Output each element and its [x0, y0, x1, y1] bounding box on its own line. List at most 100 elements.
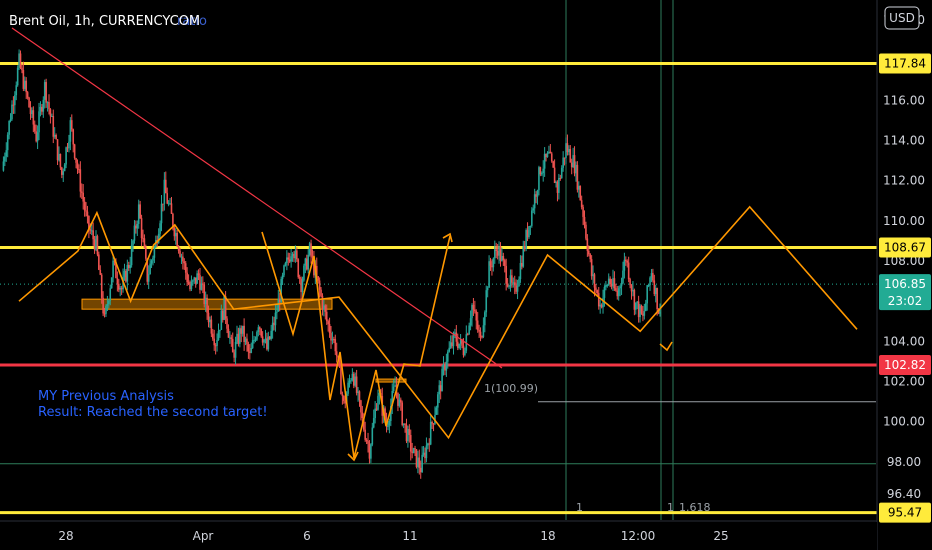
candle-body-208 — [298, 277, 301, 279]
candle-body-270 — [387, 425, 389, 427]
candle-body-9 — [15, 85, 18, 96]
trend-line[interactable] — [11, 27, 503, 369]
candle-body-189 — [271, 322, 274, 331]
candle-body-45 — [66, 147, 69, 149]
candle-body-382 — [546, 152, 549, 158]
candle-body-226 — [324, 305, 327, 312]
candle-body-97 — [140, 218, 143, 239]
candle-body-94 — [136, 223, 139, 229]
candle-body-150 — [216, 339, 218, 346]
price-tick-4: 110.00 — [883, 214, 925, 228]
candle-body-36 — [53, 134, 56, 137]
candle-body-445 — [636, 301, 639, 303]
time-tick-4: 18 — [540, 529, 555, 543]
candle-body-320 — [458, 343, 460, 348]
candle-body-287 — [411, 451, 413, 454]
candle-body-281 — [402, 423, 405, 426]
time-tick-3: 11 — [402, 529, 417, 543]
currency-button[interactable]: USD — [884, 6, 920, 30]
candle-body-324 — [464, 350, 466, 356]
candle-body-6 — [11, 104, 13, 120]
candle-body-252 — [361, 412, 364, 419]
candle-body-103 — [149, 263, 151, 275]
candle-body-247 — [354, 376, 357, 386]
candle-body-158 — [227, 328, 230, 338]
candle-body-79 — [115, 261, 117, 279]
candle-body-304 — [435, 407, 438, 415]
candle-body-181 — [260, 328, 263, 337]
candle-body-129 — [186, 272, 188, 283]
candle-body-33 — [49, 109, 52, 117]
candlestick-series[interactable] — [2, 49, 661, 479]
candle-body-73 — [106, 303, 109, 306]
candle-body-381 — [545, 153, 547, 158]
candle-body-290 — [415, 449, 418, 467]
candle-body-82 — [119, 287, 122, 290]
candle-body-398 — [569, 149, 572, 163]
candle-body-451 — [644, 303, 647, 312]
candle-body-57 — [83, 201, 86, 211]
time-tick-5: 12:00 — [621, 529, 656, 543]
price-axis[interactable]: 120.00116.00114.00112.00110.00108.00104.… — [883, 13, 925, 501]
candle-body-283 — [405, 424, 408, 442]
candle-body-353 — [505, 265, 507, 284]
candle-body-76 — [110, 277, 113, 289]
candle-body-153 — [220, 310, 223, 330]
candle-body-221 — [317, 276, 319, 281]
candle-body-393 — [562, 157, 564, 168]
candle-body-110 — [159, 223, 161, 234]
candle-body-229 — [328, 324, 331, 334]
candle-body-176 — [253, 339, 255, 341]
candle-body-161 — [231, 338, 234, 353]
candle-body-54 — [79, 169, 82, 192]
candle-body-15 — [23, 80, 26, 89]
wave-arrow-3 — [347, 451, 359, 462]
time-tick-0: 28 — [58, 529, 73, 543]
candle-body-102 — [147, 274, 150, 282]
candle-body-148 — [213, 338, 216, 346]
wave-arrow-2 — [659, 341, 673, 352]
candle-body-357 — [511, 275, 513, 283]
candle-body-66 — [96, 236, 99, 255]
price-tag-1: 108.67 — [884, 241, 926, 255]
candle-body-448 — [640, 305, 643, 314]
candle-body-422 — [603, 287, 606, 298]
candle-body-29 — [43, 82, 46, 100]
candle-body-336 — [481, 336, 483, 338]
candle-body-323 — [462, 345, 465, 356]
candle-body-294 — [421, 454, 423, 473]
candle-body-191 — [274, 312, 277, 326]
candle-body-419 — [599, 304, 601, 307]
candle-body-64 — [93, 239, 96, 250]
candle-body-340 — [486, 287, 489, 291]
candle-body-362 — [518, 279, 520, 287]
candle-body-186 — [267, 336, 270, 350]
candle-body-63 — [92, 230, 94, 240]
candle-body-49 — [72, 129, 75, 145]
candle-body-392 — [560, 167, 563, 179]
wave-projection[interactable] — [18, 205, 858, 462]
price-tag-3: 95.47 — [888, 506, 922, 520]
candle-body-220 — [315, 265, 318, 277]
candle-body-237 — [340, 366, 342, 395]
candle-body-431 — [616, 290, 619, 297]
current-price-tag: 106.85 — [884, 277, 926, 291]
candle-body-217 — [311, 256, 314, 258]
candle-body-280 — [401, 402, 404, 426]
candle-body-418 — [597, 293, 600, 307]
candle-body-240 — [344, 400, 347, 404]
candle-body-8 — [14, 95, 16, 106]
wave-arrow-1 — [442, 232, 453, 243]
candle-body-184 — [264, 338, 267, 340]
candle-body-23 — [35, 131, 37, 142]
candle-body-42 — [62, 171, 65, 175]
candle-body-235 — [337, 355, 339, 358]
time-tick-1: Apr — [193, 529, 214, 543]
candle-body-115 — [166, 193, 169, 204]
candle-body-210 — [301, 280, 304, 293]
candle-body-275 — [394, 385, 396, 387]
candle-body-96 — [139, 204, 141, 219]
candle-body-137 — [197, 273, 200, 276]
time-axis[interactable]: 28 Apr 6 11 18 12:00 25 — [0, 520, 877, 550]
